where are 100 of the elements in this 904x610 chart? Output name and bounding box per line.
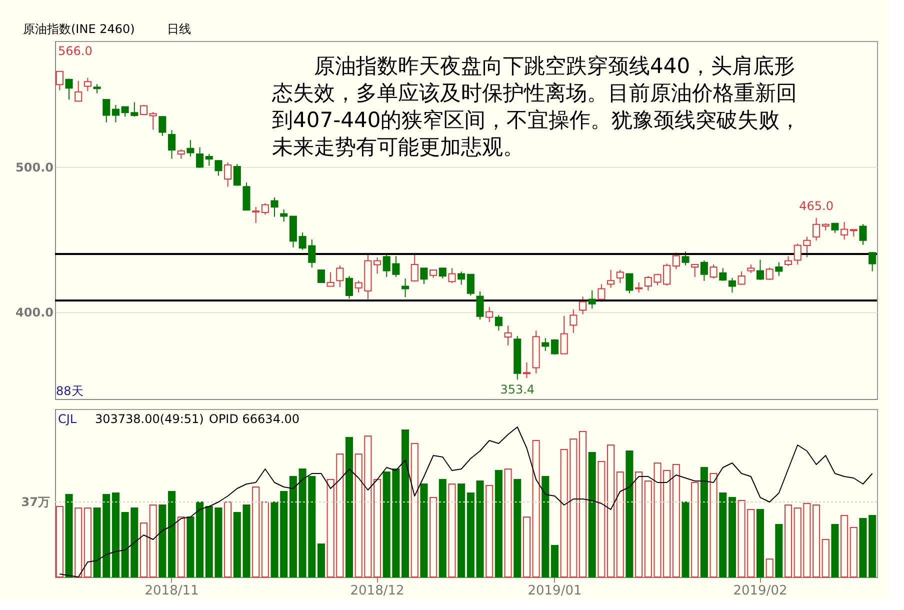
candlestick — [588, 290, 596, 310]
bar — [84, 508, 92, 578]
candlestick — [224, 162, 232, 188]
candlestick — [186, 139, 194, 158]
candlestick — [756, 259, 764, 281]
bar — [598, 461, 606, 578]
candlestick — [402, 278, 410, 298]
bar — [494, 470, 502, 578]
bar — [317, 544, 325, 578]
candlestick — [494, 314, 502, 331]
annotation: 原油指数昨天夜盘向下跳空跌穿颈线440，头肩底形态失效，多单应该及时保护性离场。目前原油价格重新回到407-440的狭窄区间，不宜操作。犹豫颈线突破失败，未来走势有可能更加悲观。 — [271, 54, 801, 159]
candlestick — [859, 224, 867, 246]
candlestick — [149, 112, 157, 130]
bar — [345, 437, 354, 578]
candlestick — [616, 270, 624, 284]
bar — [616, 472, 624, 578]
candlestick — [177, 148, 185, 160]
candlestick — [205, 154, 213, 166]
bar — [504, 468, 512, 578]
candlestick — [578, 296, 587, 315]
bar — [430, 497, 438, 578]
bar — [252, 486, 260, 578]
bar — [784, 504, 792, 578]
candlestick — [168, 130, 176, 160]
bar — [196, 502, 204, 578]
chart-title: 原油指数(INE 2460) — [23, 22, 135, 36]
bar — [458, 484, 466, 578]
candlestick — [196, 146, 204, 168]
candlestick — [840, 221, 848, 240]
text: 日线 — [167, 22, 191, 36]
bar — [635, 472, 643, 578]
bar — [532, 440, 540, 578]
candlestick — [261, 202, 269, 216]
candlestick — [102, 99, 110, 123]
ref-line-label: 37万 — [21, 495, 50, 509]
candlestick — [766, 267, 774, 281]
candlestick — [458, 271, 466, 286]
y-tick-label: 500.0 — [16, 160, 54, 175]
bar — [149, 504, 157, 578]
bar — [410, 443, 418, 578]
candlestick — [682, 250, 690, 266]
bar — [289, 476, 297, 578]
candlestick — [280, 208, 288, 222]
bar — [402, 430, 410, 578]
candlestick — [710, 264, 718, 279]
x-tick-label: 2019/02 — [733, 584, 788, 598]
candlestick — [56, 70, 64, 91]
candlestick — [373, 257, 382, 274]
candlestick — [158, 116, 166, 136]
candlestick — [242, 182, 250, 210]
candlestick — [504, 325, 512, 346]
candlestick — [691, 264, 699, 278]
bar — [812, 504, 820, 578]
candlestick — [112, 104, 120, 123]
bar — [186, 516, 194, 578]
candlestick — [84, 77, 92, 92]
bar — [682, 502, 690, 578]
bar — [112, 492, 120, 578]
bar — [719, 492, 727, 578]
bar — [728, 497, 736, 578]
x-tick-label: 2019/01 — [528, 584, 582, 598]
bar — [756, 509, 764, 578]
bar — [56, 506, 64, 578]
candlestick — [214, 160, 222, 176]
candlestick — [738, 270, 746, 286]
bar — [700, 467, 708, 578]
bar — [672, 464, 680, 578]
bar — [831, 524, 839, 578]
candlestick — [486, 306, 494, 323]
candlestick — [831, 222, 839, 234]
bar — [514, 479, 522, 578]
candlestick — [317, 270, 325, 283]
candlestick — [522, 362, 530, 378]
bar — [766, 558, 774, 578]
candlestick — [336, 264, 344, 288]
candlestick — [420, 268, 428, 285]
bar — [626, 450, 634, 578]
y-tick-label: 400.0 — [16, 306, 54, 320]
bar — [224, 502, 232, 578]
bar — [168, 491, 176, 578]
candlestick — [550, 338, 559, 356]
candlestick — [728, 277, 736, 293]
annotation: 566.0 — [58, 44, 92, 58]
candlestick — [448, 268, 456, 284]
candlestick — [74, 80, 82, 102]
candlestick — [252, 206, 260, 224]
candlestick — [672, 252, 680, 270]
bar — [550, 545, 559, 578]
bar — [373, 479, 382, 578]
bar — [775, 524, 783, 578]
candlestick — [410, 252, 418, 282]
candlestick — [438, 267, 446, 279]
x-tick-label: 2018/11 — [144, 584, 199, 598]
candlestick — [607, 270, 615, 288]
candlestick — [570, 309, 578, 334]
text: CJL — [58, 412, 77, 426]
candlestick — [345, 275, 354, 300]
x-tick-label: 2018/12 — [350, 584, 404, 598]
candlestick — [542, 338, 550, 352]
bar — [486, 485, 494, 578]
